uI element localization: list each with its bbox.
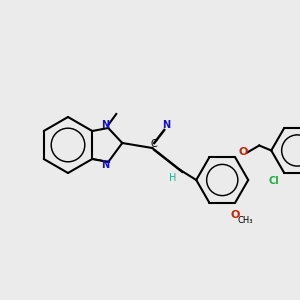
Text: H: H — [169, 173, 176, 183]
Text: O: O — [238, 148, 248, 158]
Text: N: N — [162, 120, 170, 130]
Text: N: N — [101, 160, 109, 170]
Text: C: C — [151, 139, 158, 149]
Text: CH₃: CH₃ — [238, 216, 253, 225]
Text: O: O — [231, 209, 240, 220]
Text: Cl: Cl — [269, 176, 280, 186]
Text: N: N — [101, 120, 109, 130]
